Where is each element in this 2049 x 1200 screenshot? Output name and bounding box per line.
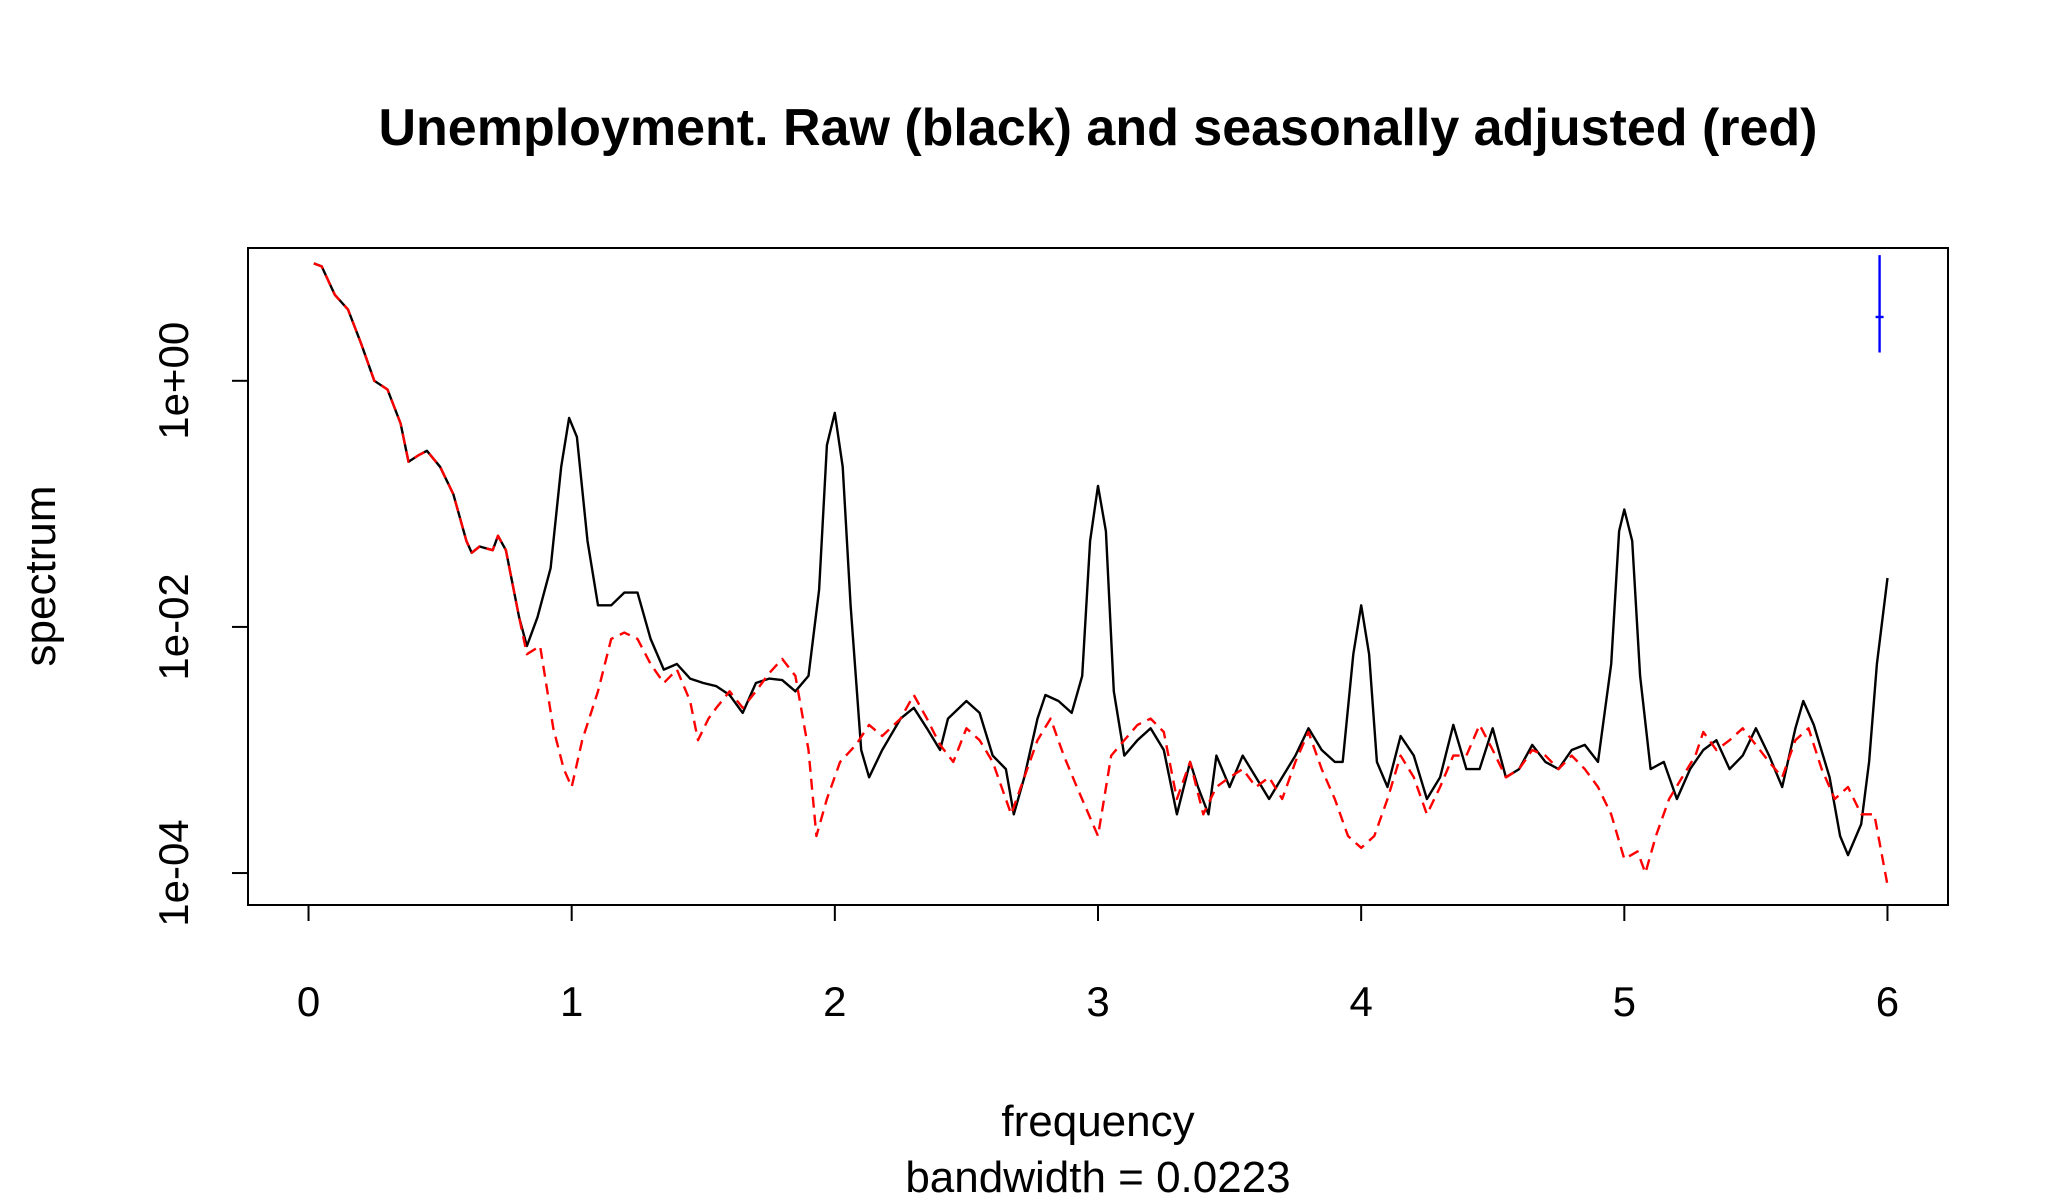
x-axis: 0 1 2 3 4 5 6 <box>297 904 1899 1025</box>
series-layer <box>313 262 1889 886</box>
bandwidth-subtitle: bandwidth = 0.0223 <box>905 1153 1290 1200</box>
series-raw-line <box>313 262 1889 857</box>
x-tick-label: 6 <box>1876 978 1899 1025</box>
x-tick-label: 3 <box>1086 978 1109 1025</box>
chart-title: Unemployment. Raw (black) and seasonally… <box>378 99 1817 157</box>
plot-frame <box>247 247 1949 906</box>
y-tick-label: 1e+00 <box>150 322 197 440</box>
x-tick-label: 4 <box>1349 978 1372 1025</box>
y-tick-label: 1e-04 <box>150 819 197 926</box>
y-tick-label: 1e-02 <box>150 573 197 680</box>
y-axis: 1e-04 1e-02 1e+00 <box>150 322 249 927</box>
x-tick-label: 5 <box>1613 978 1636 1025</box>
x-axis-label: frequency <box>1001 1097 1194 1146</box>
x-tick-label: 0 <box>297 978 320 1025</box>
x-tick-label: 1 <box>560 978 583 1025</box>
x-tick-label: 2 <box>823 978 846 1025</box>
y-axis-label: spectrum <box>16 486 65 667</box>
confidence-interval <box>1875 255 1884 353</box>
